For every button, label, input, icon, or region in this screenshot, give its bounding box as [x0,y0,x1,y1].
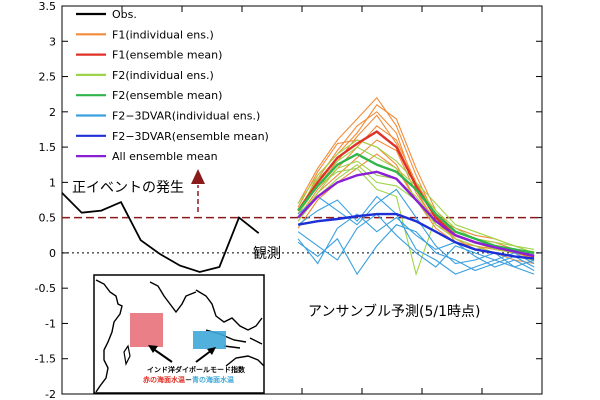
inset-arrow-east-head [207,347,216,355]
positive-event-arrow-head [191,169,205,184]
inset-formula: 赤の海面水温－青の海面水温 [143,375,234,384]
legend-label: F1(ensemble mean) [112,49,222,62]
legend-label: F2(individual ens.) [112,69,214,82]
y-tick-label: 1.5 [39,141,57,154]
y-tick-label: 0.5 [39,212,57,225]
obs-series [61,192,260,273]
y-tick-label: -2 [45,388,56,400]
y-tick-label: -1.5 [35,353,56,366]
legend-label: All ensemble mean [112,150,218,163]
inset-west-box [130,313,163,347]
inset-coastline-india [149,281,197,314]
inset-coastline-australia [225,355,265,367]
legend-label: F2−3DVAR(ensemble mean) [112,130,269,143]
ensemble-forecast-label: アンサンブル予測(5/1時点) [308,303,480,320]
legend-label: Obs. [112,8,137,21]
inset-coastline-africa [95,279,123,393]
legend-label: F2−3DVAR(individual ens.) [112,110,260,123]
ensemble-mean-line [297,212,535,260]
y-tick-label: -0.5 [35,282,56,295]
ensemble-member-line [297,139,535,250]
y-tick-label: 1 [49,176,56,189]
ensemble-member-line [297,160,535,257]
inset-arrow-east [195,349,213,363]
y-tick-label: 2 [49,106,56,119]
inset-coastline-asia [195,289,263,331]
ensemble-mean-line [297,170,535,257]
legend-label: F2(ensemble mean) [112,89,222,102]
y-tick-label: 3 [49,35,56,48]
inset-map: インド洋ダイポールモード指数 赤の海面水温－青の海面水温 [93,274,265,394]
legend-label: F1(individual ens.) [112,28,214,41]
inset-frame [93,274,265,394]
inset-east-box [193,331,226,349]
y-tick-label: 3.5 [39,0,57,13]
inset-arrow-west [151,347,173,363]
y-tick-label: 2.5 [39,71,57,84]
ensemble-mean-line [297,152,535,255]
ensemble-member-line [297,213,535,271]
ensemble-member-line [297,167,535,277]
inset-red-label: 赤の海面水温 [143,375,185,384]
positive-event-label: 正イベントの発生 [72,180,184,196]
inset-arrow-west-head [148,345,158,353]
obs-line [61,192,260,273]
inset-minus: － [185,376,192,384]
ensemble-member-line [297,224,535,276]
y-tick-label: -1 [45,317,56,330]
inset-blue-label: 青の海面水温 [192,375,234,384]
inset-coastline-madagascar [123,344,131,366]
observed-label: 観測 [253,245,281,262]
ensemble-member-line [297,195,535,275]
y-tick-label: 0 [49,247,56,260]
ensemble-means [297,130,535,260]
inset-index-title: インド洋ダイポールモード指数 [147,365,246,374]
legend: Obs. F1(individual ens.) F1(ensemble mean)… [76,8,269,163]
